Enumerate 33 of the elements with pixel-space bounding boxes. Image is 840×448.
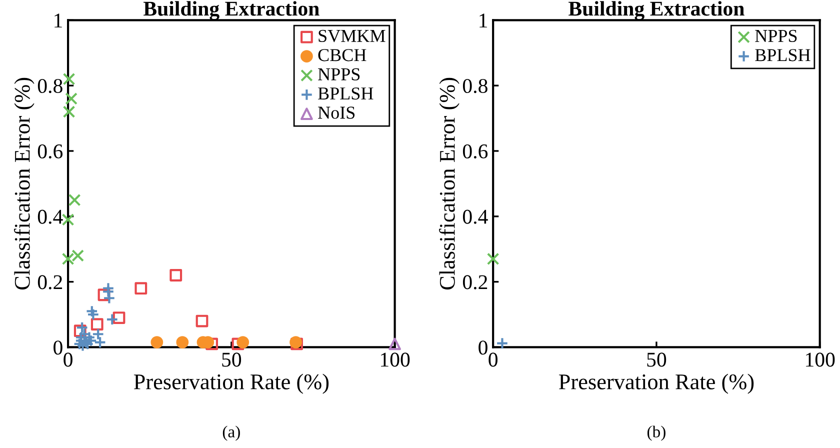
y-tick-label: 0.2 [38, 275, 62, 290]
y-tick-label: 0.8 [38, 78, 62, 94]
y-tick-label: 0.2 [462, 275, 488, 290]
text: (a) [222, 426, 240, 441]
y-tick-label: 1 [480, 14, 487, 28]
x-tick-label: 50 [222, 352, 242, 367]
legend-label: BPLSH [755, 49, 810, 62]
y-tick-label: 0.4 [38, 210, 63, 224]
y-tick-label: 0 [478, 340, 488, 355]
chart-title: Building Extraction [568, 1, 744, 20]
x-axis-title: Preservation Rate (%) [134, 374, 329, 394]
x-tick-label: 100 [381, 352, 410, 367]
y-tick-label: 0.8 [462, 78, 488, 94]
chart-title: Building Extraction [144, 1, 320, 20]
y-tick-label: 0.6 [38, 144, 63, 158]
text: (b) [647, 426, 666, 441]
x-axis-title: Preservation Rate (%) [558, 374, 754, 394]
y-tick-label: 0.6 [462, 144, 488, 158]
legend-label: BPLSH [318, 87, 374, 100]
legend-label: SVMKM [318, 30, 386, 42]
x-tick-label: 50 [647, 352, 666, 367]
y-tick-label: 1 [54, 14, 62, 28]
legend-label: NPPS [318, 68, 360, 80]
x-tick-label: 0 [488, 352, 498, 367]
legend-label: CBCH [318, 49, 366, 62]
y-tick-label: 0.4 [462, 210, 488, 224]
y-axis-title: Classification Error (%) [14, 78, 34, 290]
y-tick-label: 0 [54, 340, 62, 355]
legend-label: NoIS [318, 106, 355, 119]
x-tick-label: 0 [64, 352, 72, 367]
legend-label: NPPS [755, 30, 797, 42]
x-tick-label: 100 [806, 352, 835, 367]
y-axis-title: Classification Error (%) [439, 78, 460, 290]
